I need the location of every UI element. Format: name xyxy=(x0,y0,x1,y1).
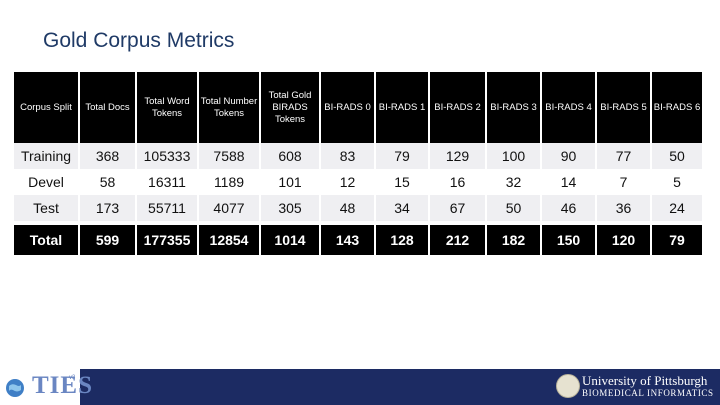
total-cell: 128 xyxy=(376,225,428,255)
table-cell: 305 xyxy=(261,195,319,221)
university-seal-icon xyxy=(556,374,580,398)
table-cell: 79 xyxy=(376,143,428,169)
table-cell: 7588 xyxy=(199,143,259,169)
table-cell: 32 xyxy=(487,169,540,195)
total-cell: 599 xyxy=(80,225,135,255)
table-cell: Test xyxy=(14,195,78,221)
table-row: Devel 58 16311 1189 101 12 15 16 32 14 7… xyxy=(14,169,702,195)
total-cell: 143 xyxy=(321,225,374,255)
total-cell: 212 xyxy=(430,225,485,255)
total-cell: 182 xyxy=(487,225,540,255)
total-cell: 12854 xyxy=(199,225,259,255)
col-header: BI-RADS 3 xyxy=(487,72,540,143)
table-cell: 4077 xyxy=(199,195,259,221)
col-header: Total Word Tokens xyxy=(137,72,197,143)
university-name: University of Pittsburgh xyxy=(582,373,708,388)
header-row: Corpus Split Total Docs Total Word Token… xyxy=(14,72,702,143)
table-cell: 16 xyxy=(430,169,485,195)
table-row: Training 368 105333 7588 608 83 79 129 1… xyxy=(14,143,702,169)
table-cell: 55711 xyxy=(137,195,197,221)
table-cell: Training xyxy=(14,143,78,169)
col-header: BI-RADS 5 xyxy=(597,72,650,143)
col-header: BI-RADS 6 xyxy=(652,72,702,143)
table-cell: 24 xyxy=(652,195,702,221)
col-header: BI-RADS 2 xyxy=(430,72,485,143)
col-header: Total Docs xyxy=(80,72,135,143)
table-cell: 90 xyxy=(542,143,595,169)
table-cell: 101 xyxy=(261,169,319,195)
total-cell: 1014 xyxy=(261,225,319,255)
col-header: BI-RADS 1 xyxy=(376,72,428,143)
col-header: BI-RADS 0 xyxy=(321,72,374,143)
table-cell: 34 xyxy=(376,195,428,221)
ties-logo-text: TIES xyxy=(32,372,93,399)
table-cell: 48 xyxy=(321,195,374,221)
table-cell: 5 xyxy=(652,169,702,195)
metrics-table: Corpus Split Total Docs Total Word Token… xyxy=(12,72,704,255)
table-row: Test 173 55711 4077 305 48 34 67 50 46 3… xyxy=(14,195,702,221)
table-cell: 58 xyxy=(80,169,135,195)
table-cell: Devel xyxy=(14,169,78,195)
table-cell: 368 xyxy=(80,143,135,169)
table-cell: 7 xyxy=(597,169,650,195)
table-cell: 77 xyxy=(597,143,650,169)
slide-title: Gold Corpus Metrics xyxy=(43,29,235,52)
total-row: Total 599 177355 12854 1014 143 128 212 … xyxy=(14,225,702,255)
ties-logo-mark: v3 xyxy=(69,375,76,381)
table-cell: 14 xyxy=(542,169,595,195)
table-cell: 15 xyxy=(376,169,428,195)
table-cell: 1189 xyxy=(199,169,259,195)
table-cell: 50 xyxy=(652,143,702,169)
col-header: Corpus Split xyxy=(14,72,78,143)
total-cell: 79 xyxy=(652,225,702,255)
total-cell: 150 xyxy=(542,225,595,255)
globe-icon xyxy=(6,379,24,397)
table-cell: 46 xyxy=(542,195,595,221)
col-header: BI-RADS 4 xyxy=(542,72,595,143)
table-cell: 173 xyxy=(80,195,135,221)
table-cell: 100 xyxy=(487,143,540,169)
table-cell: 608 xyxy=(261,143,319,169)
table-cell: 36 xyxy=(597,195,650,221)
total-cell: 177355 xyxy=(137,225,197,255)
table-cell: 105333 xyxy=(137,143,197,169)
spacer-cell xyxy=(14,221,702,225)
table-cell: 16311 xyxy=(137,169,197,195)
footer-bar xyxy=(80,369,720,405)
col-header: Total Gold BIRADS Tokens xyxy=(261,72,319,143)
total-cell: 120 xyxy=(597,225,650,255)
table-cell: 83 xyxy=(321,143,374,169)
total-cell: Total xyxy=(14,225,78,255)
department-name: BIOMEDICAL INFORMATICS xyxy=(582,388,714,398)
col-header: Total Number Tokens xyxy=(199,72,259,143)
row-spacer xyxy=(14,221,702,225)
table-cell: 67 xyxy=(430,195,485,221)
table-cell: 129 xyxy=(430,143,485,169)
table-cell: 12 xyxy=(321,169,374,195)
table-cell: 50 xyxy=(487,195,540,221)
